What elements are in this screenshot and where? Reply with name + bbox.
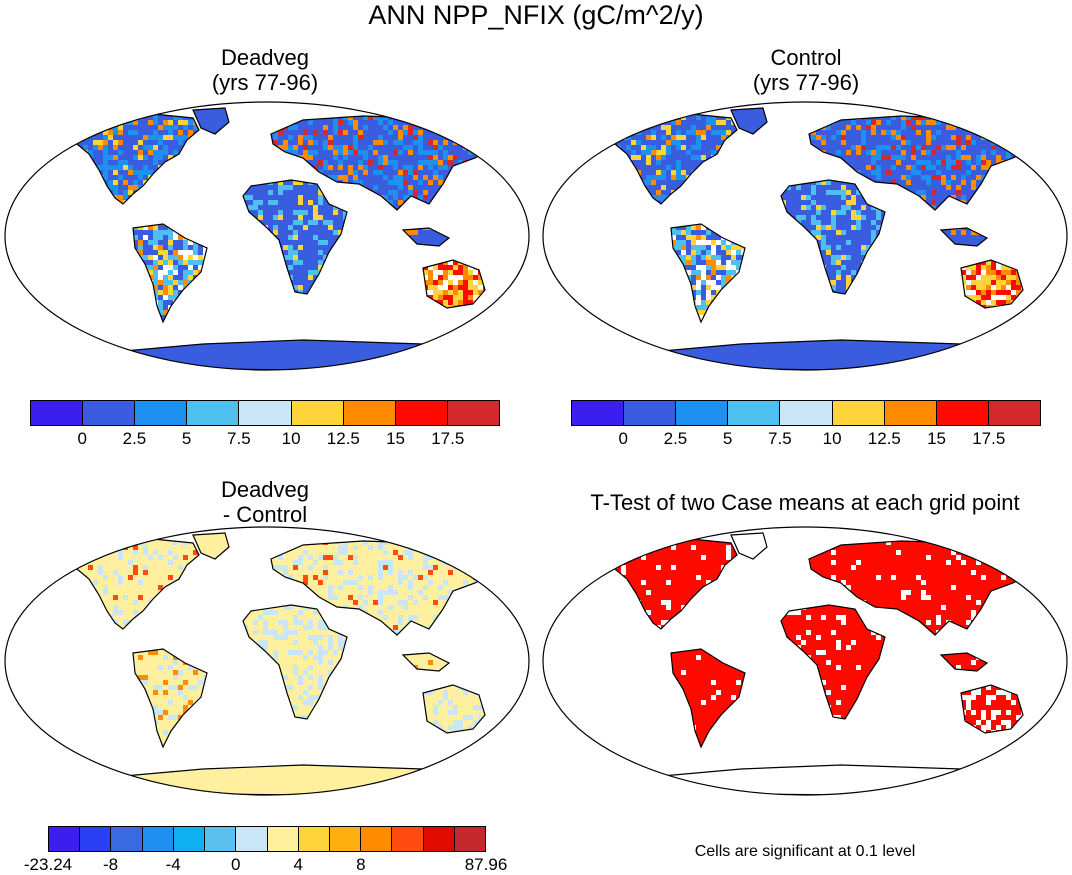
colorbar-tick-label: -4 [166, 855, 181, 875]
colorbar-cell [292, 401, 344, 425]
colorbar-tick-label: -8 [103, 855, 118, 875]
colorbar-cell [937, 401, 989, 425]
colorbar-tick-label: 17.5 [431, 429, 464, 449]
colorbar-cell [49, 827, 80, 851]
colorbar-cell [83, 401, 135, 425]
colorbar-cell [344, 401, 396, 425]
colorbar-tick-label: 7.5 [768, 429, 792, 449]
panel-title-line1: Control [641, 45, 971, 70]
colorbar-tick-label: -23.24 [24, 855, 72, 875]
panel-title-control: Control (yrs 77-96) [641, 45, 971, 95]
colorbar-tick-label: 87.96 [465, 855, 508, 875]
colorbar-tick-label: 5 [182, 429, 191, 449]
colorbar-cell [31, 401, 83, 425]
colorbar-cell [392, 827, 423, 851]
colorbar-tick-label: 15 [386, 429, 405, 449]
colorbar-tick-label: 17.5 [972, 429, 1005, 449]
colorbar-tick-label: 5 [723, 429, 732, 449]
colorbar-cell [239, 401, 291, 425]
colorbar-cell [111, 827, 142, 851]
colorbar-cell [236, 827, 267, 851]
colorbar-tick-label: 2.5 [664, 429, 688, 449]
colorbar-cell [455, 827, 485, 851]
landmass-africa [781, 180, 885, 294]
colorbar-cell [424, 827, 455, 851]
map-difference [3, 525, 531, 797]
colorbar-tick-label: 12.5 [327, 429, 360, 449]
landmass-antarctica [651, 340, 1021, 370]
landmass-antarctica [113, 340, 483, 370]
landmass-northAmerica [63, 539, 199, 629]
colorbar-cell [330, 827, 361, 851]
colorbar-deadveg-ticks: 0 2.5 5 7.5 10 12.5 15 17.5 [30, 429, 500, 451]
colorbar-cell [396, 401, 448, 425]
colorbar-cell [448, 401, 499, 425]
colorbar-cell [780, 401, 832, 425]
colorbar-control [571, 400, 1041, 426]
colorbar-cell [80, 827, 111, 851]
colorbar-cell [135, 401, 187, 425]
landmass-antarctica [651, 765, 1021, 795]
colorbar-cell [833, 401, 885, 425]
colorbar-cell [572, 401, 624, 425]
panel-title-line1: Deadveg [100, 45, 430, 70]
colorbar-cell [728, 401, 780, 425]
panel-title-line2: (yrs 77-96) [100, 70, 430, 95]
colorbar-cell [361, 827, 392, 851]
colorbar-cell [268, 827, 299, 851]
colorbar-cell [174, 827, 205, 851]
colorbar-cell [676, 401, 728, 425]
colorbar-tick-label: 0 [618, 429, 627, 449]
colorbar-cell [187, 401, 239, 425]
colorbar-tick-label: 10 [823, 429, 842, 449]
map-control [541, 100, 1069, 372]
colorbar-cell [624, 401, 676, 425]
colorbar-tick-label: 8 [356, 855, 365, 875]
colorbar-cell [989, 401, 1040, 425]
colorbar-tick-label: 2.5 [123, 429, 147, 449]
colorbar-tick-label: 15 [927, 429, 946, 449]
colorbar-cell [299, 827, 330, 851]
colorbar-tick-label: 10 [282, 429, 301, 449]
panel-title-ttest: T-Test of two Case means at each grid po… [540, 490, 1070, 515]
colorbar-tick-label: 0 [77, 429, 86, 449]
panel-title-line1: Deadveg [100, 477, 430, 502]
colorbar-cell [143, 827, 174, 851]
colorbar-tick-label: 7.5 [227, 429, 251, 449]
panel-title-difference: Deadveg - Control [100, 477, 430, 527]
panel-title-line2: (yrs 77-96) [641, 70, 971, 95]
colorbar-control-ticks: 0 2.5 5 7.5 10 12.5 15 17.5 [571, 429, 1041, 451]
colorbar-tick-label: 12.5 [868, 429, 901, 449]
colorbar-deadveg [30, 400, 500, 426]
map-ttest [541, 525, 1069, 797]
main-title: ANN NPP_NFIX (gC/m^2/y) [0, 0, 1072, 31]
significance-note: Cells are significant at 0.1 level [600, 843, 1010, 861]
colorbar-cell [885, 401, 937, 425]
panel-title-line2: - Control [100, 502, 430, 527]
colorbar-cell [205, 827, 236, 851]
colorbar-tick-label: 4 [294, 855, 303, 875]
landmass-antarctica [113, 765, 483, 795]
colorbar-tick-label: 0 [231, 855, 240, 875]
panel-title-deadveg: Deadveg (yrs 77-96) [100, 45, 430, 95]
colorbar-difference [48, 826, 486, 852]
map-deadveg [3, 100, 531, 372]
